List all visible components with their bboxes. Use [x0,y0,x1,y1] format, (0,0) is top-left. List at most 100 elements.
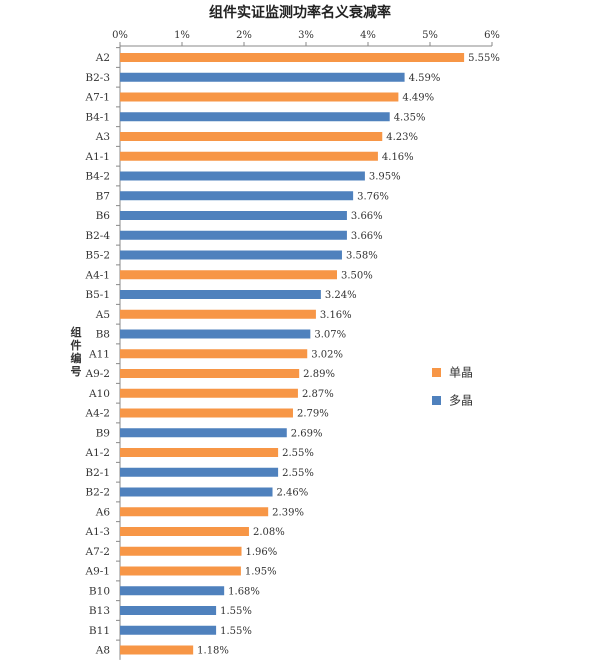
bar [120,191,354,201]
category-label: A7-2 [85,546,111,558]
bar [120,369,300,378]
data-label: 3.24% [325,290,357,301]
x-tick-label: 2% [236,30,252,41]
bar [120,625,217,635]
category-label: B7 [96,190,110,202]
category-label: B8 [96,329,110,341]
x-tick-label: 0% [112,30,128,41]
data-label: 1.68% [228,586,260,597]
data-label: 1.55% [220,626,252,637]
bar [120,349,308,359]
bar [120,546,242,556]
data-label: 2.69% [291,428,323,439]
bar [120,309,316,319]
x-tick-label: 4% [360,30,376,41]
data-label: 1.96% [246,547,278,558]
bar [120,53,465,62]
category-label: B9 [96,427,110,439]
data-label: 3.02% [311,349,343,360]
data-label: 3.07% [314,330,346,341]
data-label: 2.89% [303,369,335,380]
category-label: B4-1 [85,111,110,123]
bar [120,507,269,517]
x-tick-label: 1% [174,30,190,41]
data-label: 2.08% [253,527,285,538]
legend-swatch [432,368,441,377]
data-label: 2.79% [297,409,329,420]
legend-label: 单晶 [449,366,473,380]
chart-title: 组件实证监测功率名义衰减率 [209,5,391,21]
bar [120,112,390,122]
data-label: 3.58% [346,251,378,262]
data-label: 3.50% [341,270,373,281]
data-label: 3.95% [369,172,401,183]
bar [120,290,321,299]
category-label: A4-2 [85,408,111,420]
category-label: B2-1 [85,467,110,479]
data-label: 1.55% [220,606,252,617]
data-label: 2.87% [302,389,334,400]
category-label: A1-2 [85,447,111,459]
category-label: A9-2 [85,368,111,380]
data-label: 4.16% [382,152,414,163]
y-axis-label-char: 组 [71,325,82,339]
x-tick-label: 5% [422,30,438,41]
data-label: 3.66% [351,211,383,222]
bar [120,487,273,497]
category-label: B2-4 [85,230,110,242]
data-label: 4.49% [402,93,434,104]
data-label: 2.39% [272,507,304,518]
bar [120,92,399,102]
bar [120,171,365,181]
category-label: B11 [89,625,110,637]
bar [120,250,342,260]
bar [120,527,249,536]
category-label: B6 [96,210,111,222]
legend-label: 多晶 [449,394,473,408]
data-label: 4.35% [394,112,426,123]
category-label: B2-2 [85,487,110,499]
bar [120,132,383,141]
category-label: A6 [95,506,111,518]
bar [120,566,241,576]
data-label: 3.66% [351,231,383,242]
category-label: A1-3 [85,526,111,538]
data-label: 3.16% [320,310,352,321]
bar [120,428,287,438]
y-axis-label-char: 件 [71,338,82,352]
category-label: B10 [89,585,110,597]
category-label: A9-1 [85,566,111,578]
x-tick-label: 6% [484,30,500,41]
bar [120,388,298,398]
category-label: A2 [95,52,110,64]
category-label: A10 [88,388,110,400]
data-label: 2.55% [282,448,314,459]
bar [120,329,311,339]
category-label: B2-3 [85,72,110,84]
data-label: 1.95% [245,567,277,578]
category-label: A7-1 [85,92,111,104]
category-label: B4-2 [85,171,110,183]
legend-swatch [432,396,441,405]
bar [120,606,217,615]
y-axis-label-char: 号 [71,365,82,378]
data-label: 1.18% [197,646,229,657]
data-label: 4.59% [409,73,441,84]
data-label: 4.23% [386,132,418,143]
bar [120,230,347,240]
bar [120,448,279,457]
category-label: A8 [95,645,110,657]
data-label: 2.46% [277,488,309,499]
bar [120,586,225,596]
category-label: B13 [89,605,110,617]
bar [120,467,279,477]
bar [120,270,337,280]
bar [120,408,293,418]
bar [120,645,194,655]
x-tick-label: 3% [298,30,314,41]
data-label: 3.76% [357,191,389,202]
bar [120,211,347,220]
category-label: B5-1 [85,289,110,301]
